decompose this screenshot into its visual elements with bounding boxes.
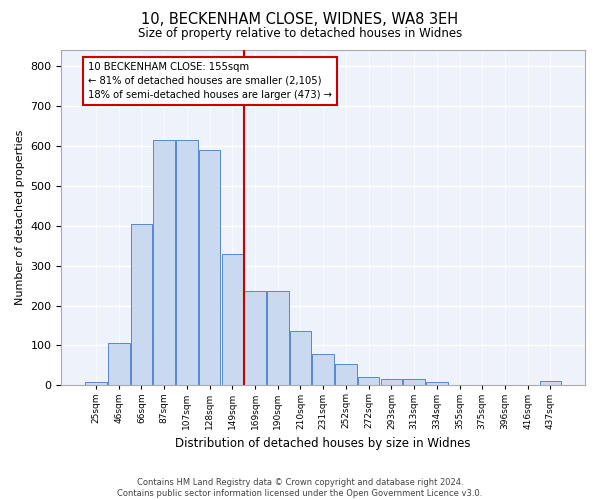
Bar xyxy=(380,380,402,386)
Bar xyxy=(403,380,425,386)
Bar xyxy=(244,290,266,386)
Bar xyxy=(154,140,175,386)
Bar xyxy=(108,344,130,386)
Text: 10 BECKENHAM CLOSE: 155sqm
← 81% of detached houses are smaller (2,105)
18% of s: 10 BECKENHAM CLOSE: 155sqm ← 81% of deta… xyxy=(88,62,332,100)
Bar xyxy=(290,332,311,386)
Bar xyxy=(221,254,243,386)
Text: Contains HM Land Registry data © Crown copyright and database right 2024.
Contai: Contains HM Land Registry data © Crown c… xyxy=(118,478,482,498)
Bar xyxy=(85,382,107,386)
Bar xyxy=(335,364,357,386)
Bar xyxy=(199,150,220,386)
X-axis label: Distribution of detached houses by size in Widnes: Distribution of detached houses by size … xyxy=(175,437,471,450)
Bar xyxy=(267,290,289,386)
Bar xyxy=(539,382,561,386)
Bar xyxy=(176,140,197,386)
Bar xyxy=(131,224,152,386)
Bar xyxy=(313,354,334,386)
Bar xyxy=(358,376,379,386)
Y-axis label: Number of detached properties: Number of detached properties xyxy=(15,130,25,306)
Bar xyxy=(426,382,448,386)
Text: 10, BECKENHAM CLOSE, WIDNES, WA8 3EH: 10, BECKENHAM CLOSE, WIDNES, WA8 3EH xyxy=(142,12,458,28)
Text: Size of property relative to detached houses in Widnes: Size of property relative to detached ho… xyxy=(138,28,462,40)
